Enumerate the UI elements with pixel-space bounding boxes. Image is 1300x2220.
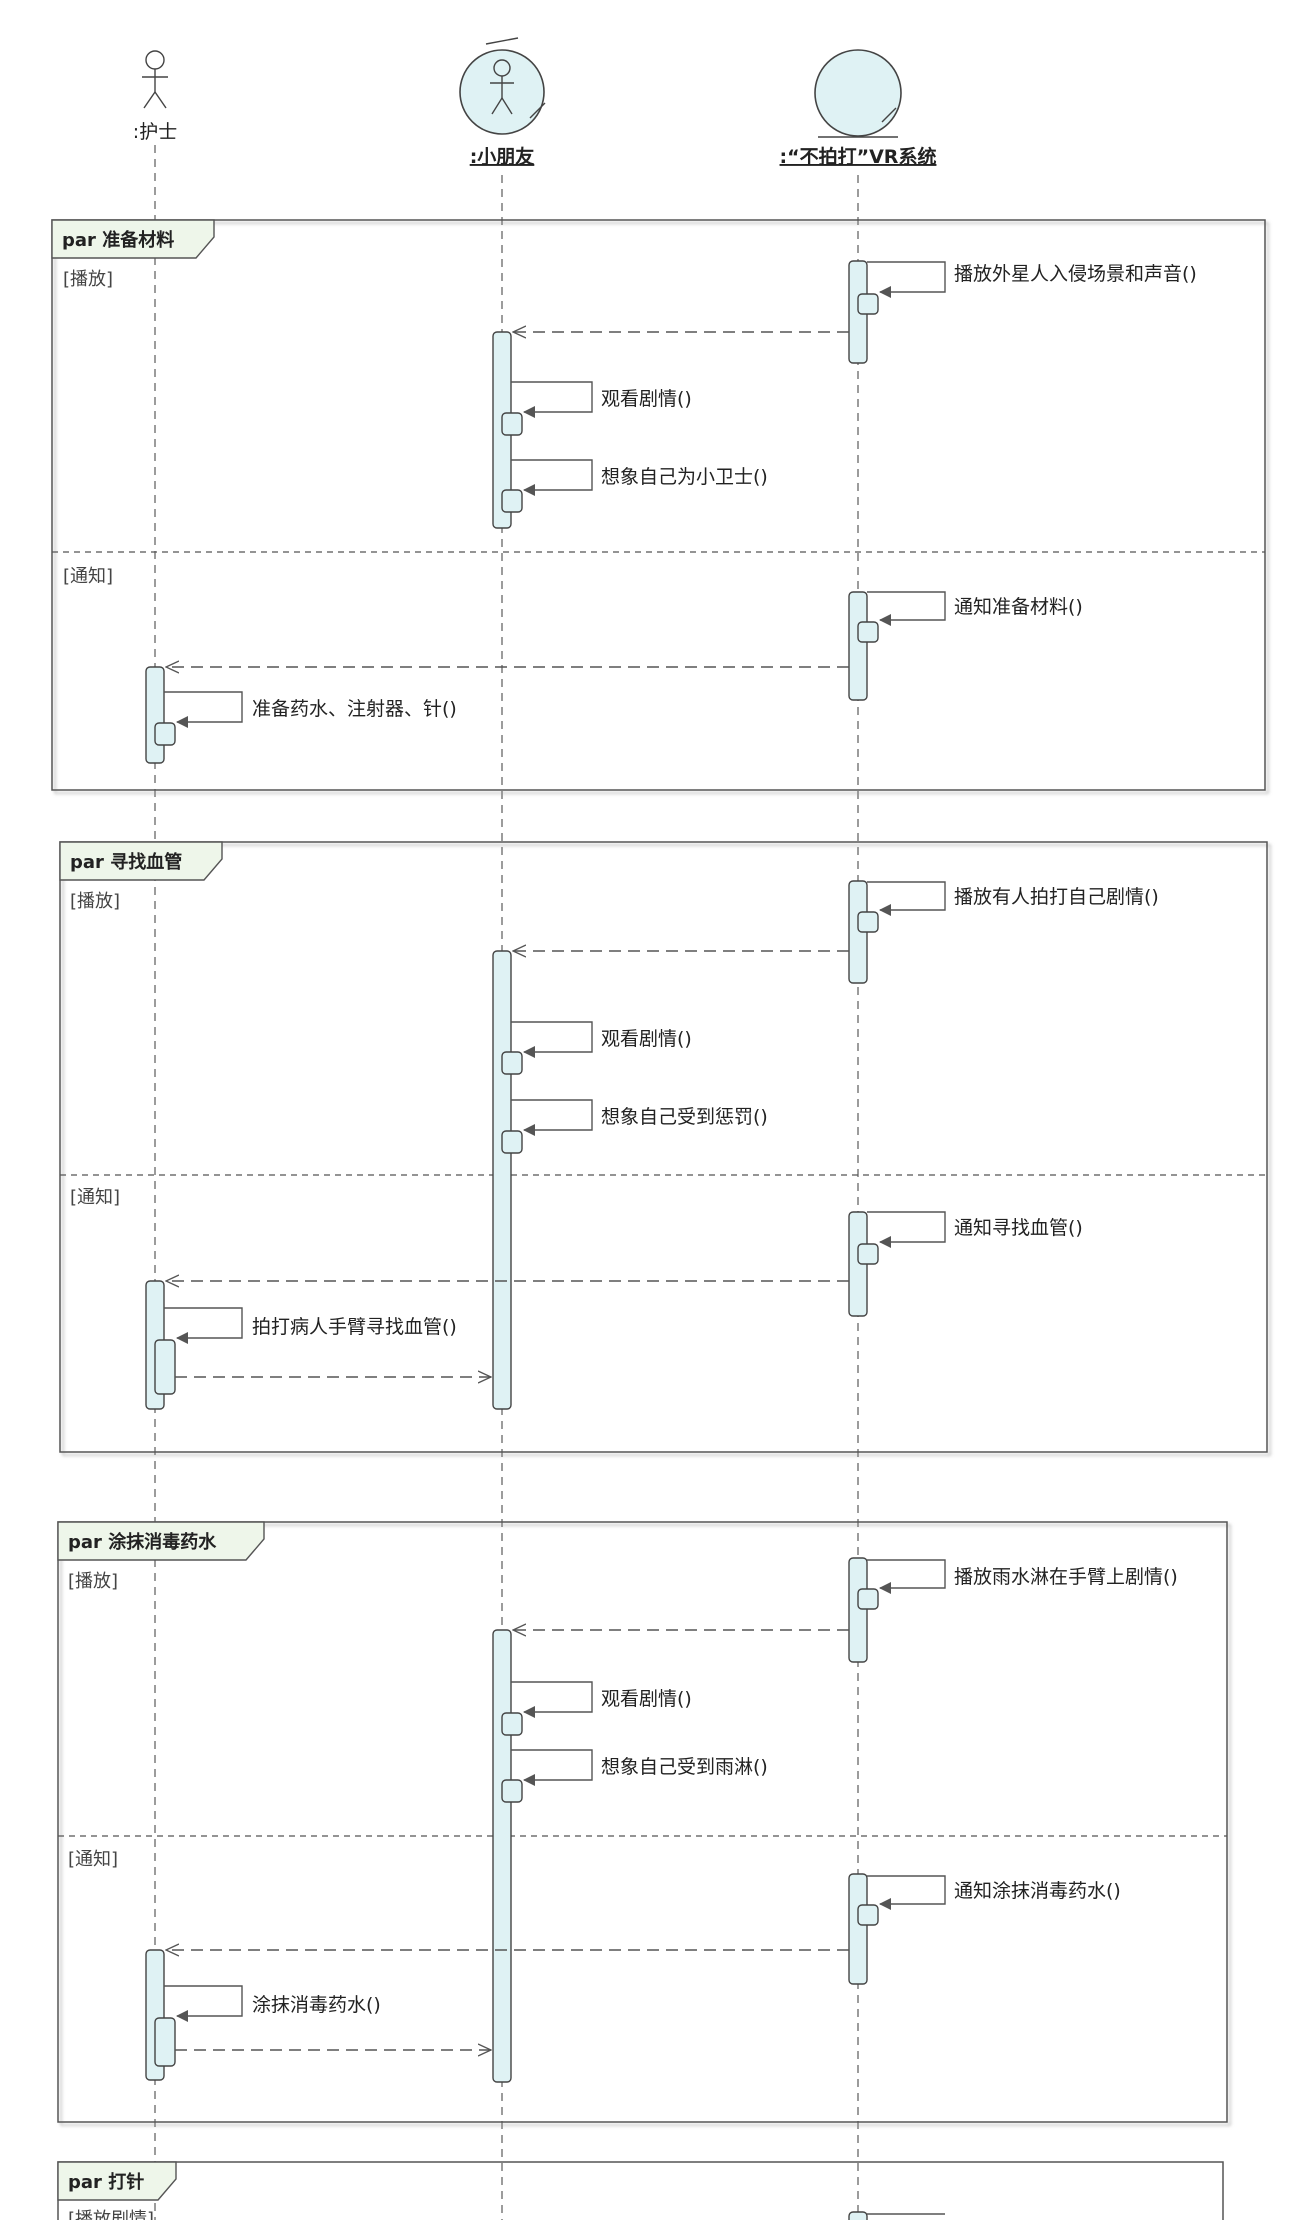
boundary-circle-icon [814, 49, 902, 138]
nested-activation [154, 2017, 176, 2067]
message-label: 播放有人拍打自己剧情() [954, 886, 1159, 908]
self-message-arrow [867, 591, 946, 626]
message-label: 播放雨水淋在手臂上剧情() [954, 1566, 1178, 1588]
message-label: 通知寻找血管() [954, 1217, 1083, 1239]
svg-text:par 打针: par 打针 [68, 2171, 144, 2193]
nested-activation [857, 1243, 879, 1265]
self-message-arrow [867, 881, 946, 916]
nested-activation [154, 1339, 176, 1395]
combined-fragment-4: par 打针 [播放剧情] [57, 2161, 1224, 2220]
frame-keyword: par [62, 230, 96, 251]
frame-tab [57, 2161, 177, 2201]
nested-activation [154, 722, 176, 746]
message-label: 想象自己受到惩罚() [601, 1106, 768, 1128]
participant-vr: :“不拍打”VR系统 [780, 49, 937, 168]
combined-fragment-3: par 涂抹消毒药水 [播放] [通知] [57, 1521, 1228, 2123]
frame-tab [57, 1521, 265, 1561]
nested-activation [501, 1130, 523, 1154]
svg-text:par 涂抹消毒药水: par 涂抹消毒药水 [68, 1531, 217, 1553]
frame-title: 涂抹消毒药水 [108, 1531, 217, 1553]
self-message-arrow [164, 691, 243, 728]
combined-fragment-1: par 准备材料 [播放] [通知] [51, 219, 1266, 791]
guard-label: [通知] [63, 566, 113, 587]
self-message-arrow [867, 1559, 946, 1594]
activation-bar [848, 2211, 868, 2220]
participant-nurse: :护士 [133, 50, 177, 143]
self-message-arrow [164, 1307, 243, 1344]
stick-figure-icon [142, 50, 168, 109]
nested-activation [857, 621, 879, 643]
nested-activation [501, 1051, 523, 1075]
nested-activation [857, 293, 879, 315]
actor-circle-icon [459, 37, 546, 135]
self-message-arrow [511, 381, 593, 418]
guard-label: [播放] [63, 269, 113, 290]
activation-bar [492, 1629, 512, 2083]
nested-activation [501, 412, 523, 436]
frame-keyword: par [68, 2172, 102, 2193]
participant-kid: :小朋友 [459, 37, 546, 168]
message-label: 准备药水、注射器、针() [252, 698, 457, 720]
frame-tab [51, 219, 215, 259]
frame-title: 寻找血管 [110, 851, 182, 873]
self-message-arrow [164, 1985, 243, 2022]
nested-activation [501, 489, 523, 513]
message-label: 通知涂抹消毒药水() [954, 1880, 1121, 1902]
frame-tab [59, 841, 223, 881]
activation-bar [848, 1873, 868, 1985]
frame-title: 打针 [108, 2171, 144, 2193]
message-label: 拍打病人手臂寻找血管() [252, 1316, 457, 1338]
self-message-arrow [511, 1749, 593, 1786]
activation-bar [145, 666, 165, 764]
return-messages [166, 332, 849, 2050]
message-label: 观看剧情() [601, 388, 692, 410]
svg-text:par 准备材料: par 准备材料 [62, 229, 174, 251]
nested-activation [501, 1712, 523, 1736]
activations [145, 260, 879, 2220]
message-labels: 播放外星人入侵场景和声音() 观看剧情() 想象自己为小卫士() 通知准备材料(… [252, 263, 1197, 2016]
guard-label: [通知] [68, 1849, 118, 1870]
self-message-arrow [511, 1021, 593, 1058]
guard-label: [播放剧情] [68, 2209, 154, 2220]
activation-bar [848, 1557, 868, 1663]
self-message-arrow [867, 1875, 946, 1910]
message-label: 想象自己受到雨淋() [601, 1756, 768, 1778]
activation-bar [848, 591, 868, 701]
message-label: 通知准备材料() [954, 596, 1083, 618]
self-message-arrow [511, 1681, 593, 1718]
message-label: 想象自己为小卫士() [601, 466, 768, 488]
participant-label: :“不拍打”VR系统 [780, 145, 937, 168]
frame-keyword: par [70, 852, 104, 873]
combined-fragment-2: par 寻找血管 [播放] [通知] [59, 841, 1268, 1453]
message-label: 播放外星人入侵场景和声音() [954, 263, 1197, 285]
self-message-arrow [511, 1099, 593, 1136]
frame-title: 准备材料 [102, 229, 174, 251]
nested-activation [857, 1904, 879, 1926]
self-message-arrow [867, 261, 946, 298]
participant-label: :小朋友 [470, 145, 535, 168]
nested-activation [857, 1588, 879, 1610]
self-message-arrow [511, 459, 593, 496]
participant-label: :护士 [133, 121, 177, 143]
svg-text:par 寻找血管: par 寻找血管 [70, 851, 182, 873]
guard-label: [播放] [68, 1571, 118, 1592]
self-message-arrow [867, 1211, 946, 1248]
guard-label: [通知] [70, 1187, 120, 1208]
self-messages [164, 261, 946, 2215]
activation-bar [492, 950, 512, 1410]
message-label: 观看剧情() [601, 1688, 692, 1710]
message-label: 涂抹消毒药水() [252, 1994, 381, 2016]
nested-activation [857, 911, 879, 933]
message-label: 观看剧情() [601, 1028, 692, 1050]
frame-keyword: par [68, 1532, 102, 1553]
nested-activation [501, 1779, 523, 1803]
guard-label: [播放] [70, 891, 120, 912]
